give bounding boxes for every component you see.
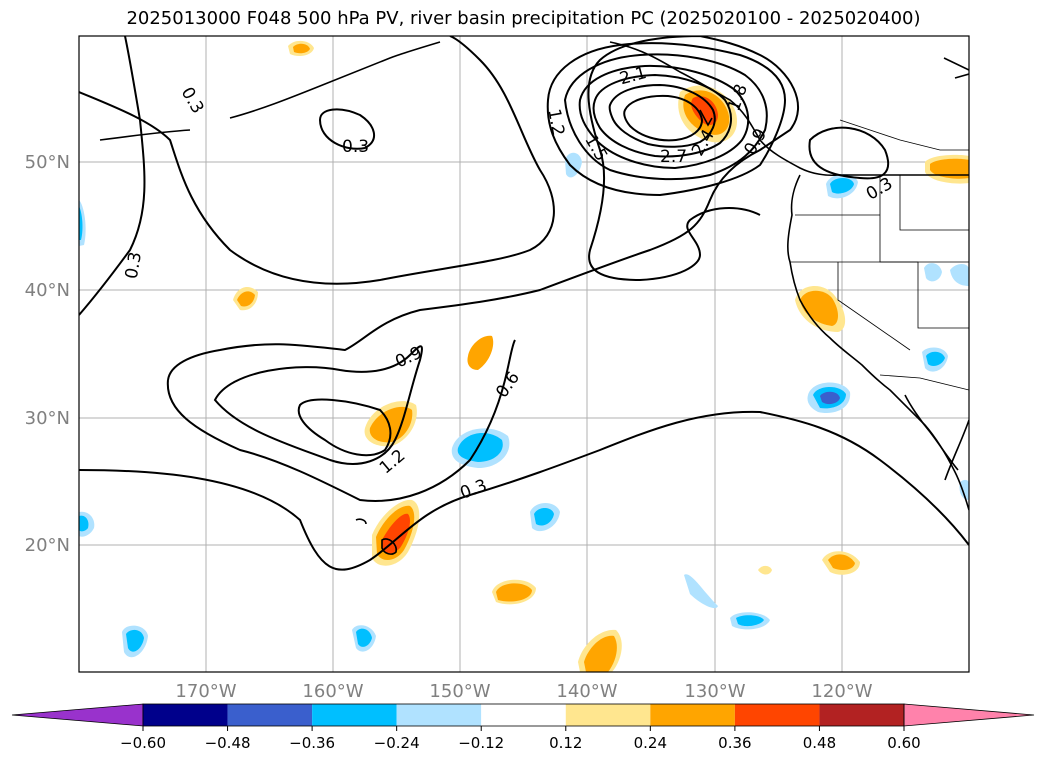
contour-label: 0.3 [122,250,146,280]
precip-blob [457,433,503,462]
precip-blob [830,178,854,194]
precip-blob [684,574,718,609]
colorbar-tick-label: −0.36 [289,734,335,752]
colorbar-outline [142,703,905,727]
precip-blob [820,391,840,405]
colorbar-tick-label: −0.12 [458,734,504,752]
colorbar-segment [312,704,397,726]
precip-blob [758,565,772,575]
lon-tick-labels: 170°W 160°W 150°W 140°W 130°W 120°W [175,681,872,702]
lat-tick-label: 30°N [25,408,70,429]
precip-blob [237,291,255,307]
colorbar-segment [734,704,820,726]
colorbar-tick-label: −0.60 [120,734,166,752]
lon-tick-label: 130°W [684,681,745,702]
coastline-hawaii-small [355,518,367,525]
colorbar-tick-label: 0.48 [803,734,836,752]
border-mt [899,175,969,231]
precip-blob [356,628,372,647]
precip-blob [126,629,144,652]
colorbar-segment [227,704,313,726]
colorbar: −0.60 −0.48 −0.36 −0.24 −0.12 0.12 0.24 0.36 0.4… [11,703,1035,752]
precip-blob [79,515,89,532]
colorbar-extend-max [903,703,1035,727]
coastline-haida [699,109,713,127]
contour-label: 1.2 [543,107,567,137]
pv-contour-0.3 [79,410,969,571]
colorbar-tick-label: −0.48 [205,734,251,752]
border-canada-provinces [839,119,969,151]
contour-label: 2.7 [660,147,687,167]
precip-blob [828,554,855,571]
colorbar-segment [819,704,904,726]
pv-contour-0.3 [79,36,555,285]
pv-contour-0.6 [167,36,800,381]
precip-blob [924,263,942,282]
map-title: 2025013000 F048 500 hPa PV, river basin … [126,8,921,29]
lon-tick-label: 170°W [175,681,236,702]
borders [790,119,969,391]
coastline-aleutians [99,129,191,141]
pv-contour-1.2 [546,42,787,197]
colorbar-segment [143,704,228,726]
colorbar-tick-label: 0.24 [634,734,667,752]
precip-blob [534,508,554,526]
colorbar-segment [565,704,651,726]
precip-blob [959,479,969,500]
lon-tick-label: 150°W [429,681,490,702]
precip-blob [293,43,310,54]
lat-tick-label: 20°N [25,535,70,556]
colorbar-segment [396,704,482,726]
precip-blob [736,615,764,627]
pv-contour-2.7 [623,94,704,142]
border-nv [880,261,969,329]
coastline-island [954,73,969,79]
precip-blob [926,351,945,366]
colorbar-tick-label: 0.36 [718,734,751,752]
precip-blob [950,264,969,286]
precip-blob [79,206,83,240]
precip-blob [369,406,413,443]
pv-contour-2.4 [608,83,716,148]
contour-label: 0.3 [342,137,369,157]
coastline-alaska-islands [229,41,441,119]
lon-tick-label: 120°W [811,681,872,702]
pv-contours [79,36,969,571]
map-frame [78,35,970,673]
colorbar-tick-label: 0.60 [887,734,920,752]
precip-shading [79,40,969,672]
lon-tick-label: 160°W [302,681,363,702]
coastline-mexico [944,419,969,481]
colorbar-segment [481,704,566,726]
border-ca-nv [837,262,911,351]
pv-contour-0.3 [808,126,890,180]
coastline-baja [904,394,959,471]
coastline-island [943,57,969,71]
colorbar-segment [650,704,735,726]
lat-tick-label: 40°N [25,280,70,301]
border-mexico [879,374,969,391]
precip-blob [930,158,969,179]
lat-tick-label: 50°N [25,152,70,173]
pv-contour-1.8 [578,64,750,170]
colorbar-extend-min [11,703,144,727]
pv-contour-2.1 [592,73,732,158]
precip-blob [800,290,838,326]
pv-contour-0.6 [166,339,516,502]
precip-blob [382,513,411,554]
lat-tick-labels: 50°N 40°N 30°N 20°N [25,152,70,556]
precip-blob [584,635,617,672]
precip-blob [467,335,494,370]
map-area [79,36,969,672]
pv-contour-0.3 [79,36,146,316]
pv-contour-1.5 [563,53,768,181]
precip-blob [496,583,532,602]
colorbar-tick-label: 0.12 [549,734,582,752]
pv-contour-0.3 [318,108,375,150]
pv-contour-0.9 [213,345,423,465]
colorbar-tick-label: −0.24 [374,734,420,752]
pv-contour-1.2 [297,398,392,457]
lon-tick-label: 140°W [556,681,617,702]
